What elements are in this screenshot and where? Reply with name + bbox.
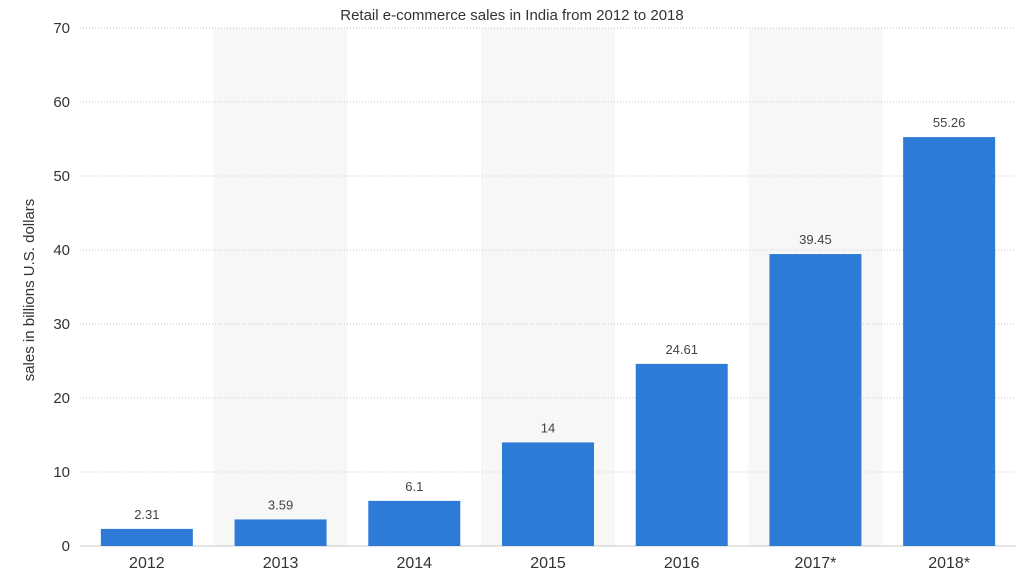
y-tick-label: 70 [53, 20, 70, 37]
bar [502, 442, 594, 546]
x-tick-label: 2018* [928, 555, 970, 572]
bar [368, 500, 461, 546]
y-tick-label: 20 [53, 390, 70, 407]
x-tick-label: 2017* [795, 555, 837, 572]
y-tick-label: 0 [62, 538, 70, 555]
x-tick-label: 2012 [129, 555, 165, 572]
y-axis-ticks: 0 10 20 30 40 50 60 70 [53, 20, 70, 555]
x-tick-label: 2016 [664, 555, 700, 572]
y-tick-label: 30 [53, 316, 70, 333]
x-tick-label: 2013 [263, 555, 299, 572]
data-label: 3.59 [268, 497, 293, 512]
data-label: 14 [541, 420, 555, 435]
bar [100, 528, 193, 546]
y-tick-label: 40 [53, 242, 70, 259]
y-tick-label: 50 [53, 168, 70, 185]
data-label: 24.61 [665, 342, 698, 357]
bar [903, 137, 996, 547]
bar [769, 254, 862, 546]
data-labels: 2.31 3.59 6.1 14 24.61 39.45 55.26 [134, 115, 965, 522]
bars [100, 137, 996, 547]
data-label: 39.45 [799, 232, 832, 247]
chart-title: Retail e-commerce sales in India from 20… [340, 7, 684, 24]
data-label: 55.26 [933, 115, 966, 130]
bar [635, 363, 728, 546]
data-label: 6.1 [405, 479, 423, 494]
y-tick-label: 10 [53, 464, 70, 481]
x-tick-label: 2014 [396, 555, 432, 572]
x-axis-ticks: 2012 2013 2014 2015 2016 2017* 2018* [129, 555, 970, 572]
x-tick-label: 2015 [530, 555, 566, 572]
y-axis-label: sales in billions U.S. dollars [21, 199, 38, 382]
y-tick-label: 60 [53, 94, 70, 111]
bar [234, 519, 327, 546]
data-label: 2.31 [134, 507, 159, 522]
background-band [213, 28, 348, 546]
